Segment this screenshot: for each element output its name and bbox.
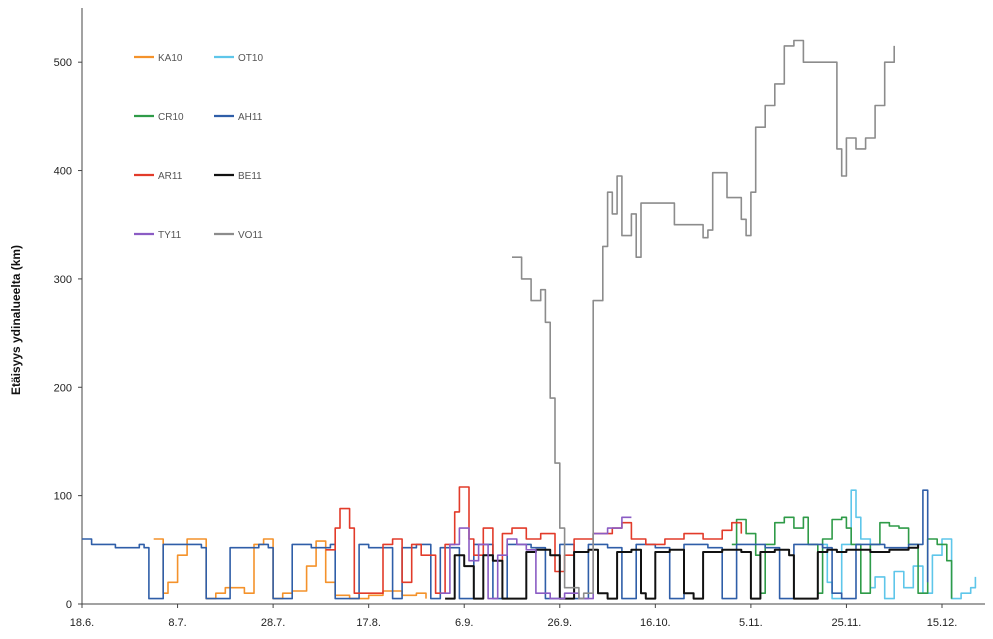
legend-label: AH11	[238, 112, 263, 123]
y-tick-label: 0	[66, 599, 72, 611]
x-tick-label: 6.9.	[455, 617, 473, 629]
x-tick-label: 25.11.	[832, 617, 862, 629]
series-lines	[82, 39, 977, 600]
x-tick-label: 16.10.	[640, 617, 671, 629]
x-tick-label: 5.11.	[739, 617, 763, 629]
legend-label: KA10	[158, 53, 183, 64]
y-ticks: 0 100 200 300 400 500	[54, 57, 82, 611]
y-tick-label: 100	[54, 491, 72, 503]
x-tick-label: 17.8.	[356, 617, 380, 629]
y-tick-label: 200	[54, 382, 72, 394]
legend-label: CR10	[158, 112, 184, 123]
series-line-ty11	[440, 516, 632, 600]
x-tick-label: 28.7.	[261, 617, 285, 629]
legend-label: BE11	[238, 171, 262, 182]
y-tick-label: 300	[54, 274, 72, 286]
series-line-ah11	[82, 489, 929, 600]
x-tick-label: 15.12.	[927, 617, 958, 629]
x-tick-label: 18.6.	[70, 617, 94, 629]
y-tick-label: 400	[54, 166, 72, 178]
x-tick-label: 26.9.	[548, 617, 572, 629]
legend-label: VO11	[238, 230, 263, 241]
legend-label: TY11	[158, 230, 182, 241]
plot-area: Etäisyys ydinalueelta (km) 0 100 200 300 400…	[9, 8, 985, 629]
x-ticks: 18.6. 8.7. 28.7. 17.8. 6.9. 26.9. 16.10. 5.11. 2…	[70, 604, 958, 629]
series-line-ar11	[325, 486, 743, 594]
series-line-vo11	[512, 39, 895, 600]
legend-label: AR11	[158, 171, 183, 182]
series-line-ot10	[822, 489, 977, 600]
x-tick-label: 8.7.	[168, 617, 186, 629]
legend: KA10 OT10 CR10 AH11 AR11 BE11 TY11 VO11	[134, 53, 263, 241]
series-line-be11	[445, 544, 920, 600]
y-tick-label: 500	[54, 57, 72, 69]
y-axis-label: Etäisyys ydinalueelta (km)	[9, 245, 23, 395]
legend-label: OT10	[238, 53, 263, 64]
